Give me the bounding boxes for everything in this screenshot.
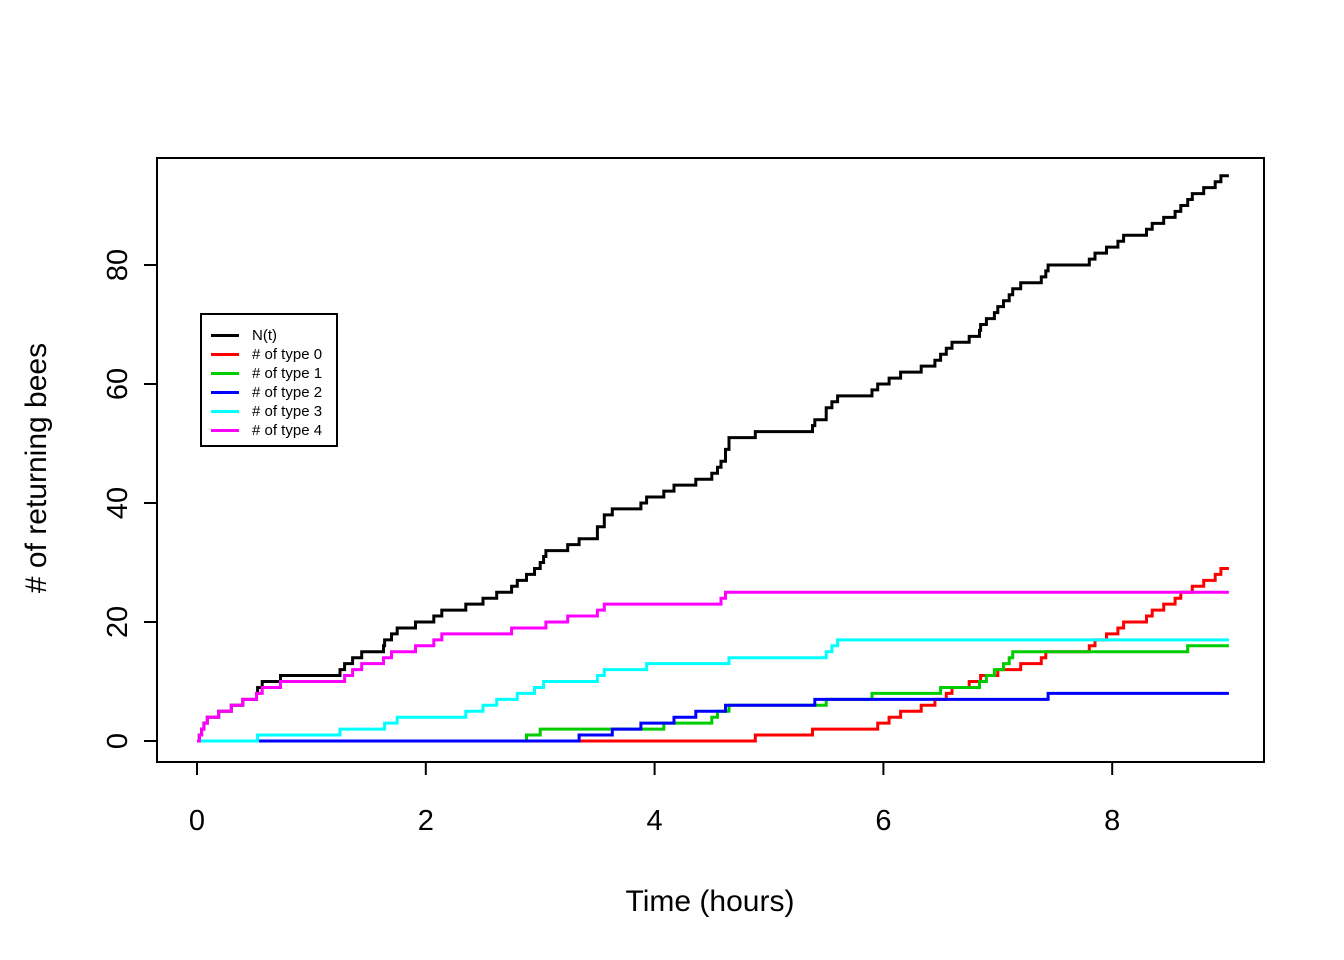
legend-line-sample bbox=[211, 353, 239, 356]
y-tick-label: 40 bbox=[102, 487, 134, 519]
series-line-2 bbox=[197, 644, 1229, 743]
y-tick-label: 20 bbox=[102, 606, 134, 638]
y-tick-label: 60 bbox=[102, 368, 134, 400]
legend-item-label: # of type 1 bbox=[252, 365, 323, 382]
legend-box: N(t) # of type 0 # of type 1 # of type 2 # o… bbox=[200, 313, 338, 447]
legend-item-label: # of type 2 bbox=[252, 384, 323, 401]
legend-item: # of type 2 bbox=[202, 383, 336, 402]
legend-item-label: # of type 0 bbox=[252, 346, 323, 363]
legend-item-label: # of type 4 bbox=[252, 422, 323, 439]
series-line-4 bbox=[197, 638, 1229, 743]
legend-item: # of type 0 bbox=[202, 345, 336, 364]
legend-line-sample bbox=[211, 334, 239, 337]
legend-item: # of type 3 bbox=[202, 402, 336, 421]
x-tick-label: 0 bbox=[189, 805, 205, 837]
legend-line-sample bbox=[211, 410, 239, 413]
legend-line-sample bbox=[211, 372, 239, 375]
series-line-5 bbox=[197, 590, 1229, 743]
series-line-0-cumulative bbox=[197, 174, 1229, 743]
legend-item: N(t) bbox=[202, 326, 336, 345]
x-axis-label: Time (hours) bbox=[625, 885, 795, 918]
x-tick-label: 2 bbox=[418, 805, 434, 837]
x-tick-label: 4 bbox=[647, 805, 663, 837]
y-tick-label: 0 bbox=[102, 733, 134, 749]
x-tick-label: 8 bbox=[1104, 805, 1120, 837]
plot-border bbox=[156, 157, 1265, 763]
legend-item-label: N(t) bbox=[252, 327, 277, 344]
legend-item: # of type 1 bbox=[202, 364, 336, 383]
series-line-3 bbox=[197, 691, 1229, 743]
x-tick-label: 6 bbox=[875, 805, 891, 837]
legend-line-sample bbox=[211, 391, 239, 394]
legend-item: # of type 4 bbox=[202, 421, 336, 440]
y-axis-label: # of returning bees bbox=[20, 342, 53, 594]
legend-item-label: # of type 3 bbox=[252, 403, 323, 420]
y-tick-label: 80 bbox=[102, 249, 134, 281]
legend-line-sample bbox=[211, 429, 239, 432]
series-line-1 bbox=[197, 567, 1229, 743]
